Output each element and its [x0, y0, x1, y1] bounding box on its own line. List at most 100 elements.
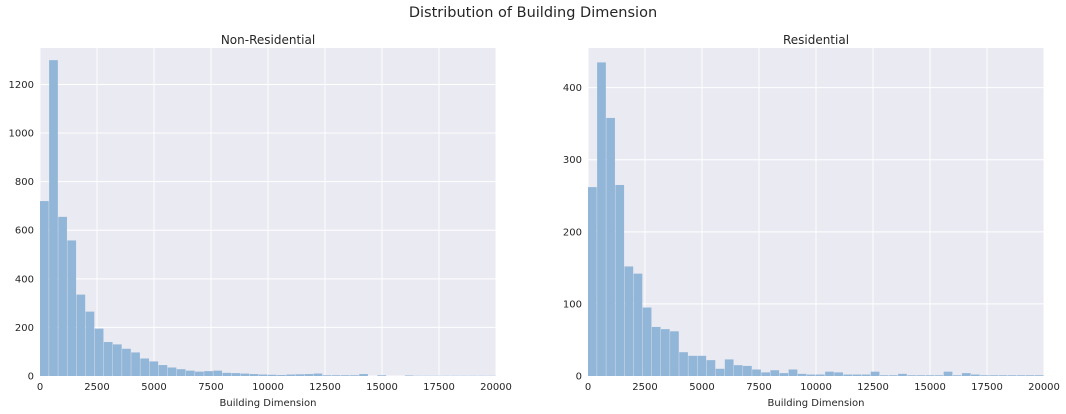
histogram-bar — [213, 370, 222, 376]
x-tick-label: 7500 — [746, 382, 771, 393]
histogram-bar — [961, 373, 971, 376]
histogram-bar — [158, 365, 168, 376]
chart-residential: 0 2500 5000 7500 10000 12500 15000 17500 20000 0… — [563, 33, 1060, 409]
y-tick-label: 100 — [563, 299, 582, 310]
y-tick-label: 200 — [563, 227, 582, 238]
histogram-bar — [816, 374, 825, 376]
histogram-bar — [258, 374, 268, 376]
histogram-bar — [1034, 375, 1044, 376]
histogram-bar — [112, 344, 122, 376]
histogram-bar — [943, 371, 953, 376]
x-tick-label: 5000 — [141, 382, 166, 393]
histogram-bar — [888, 375, 898, 376]
histogram-bar — [122, 348, 131, 376]
histogram-bar — [67, 240, 77, 376]
histogram-bar — [697, 355, 707, 376]
x-tick-label: 0 — [37, 382, 43, 393]
histogram-bar — [797, 373, 807, 376]
x-tick-label: 7500 — [198, 382, 223, 393]
x-axis-label: Building Dimension — [768, 398, 865, 409]
x-axis-label: Building Dimension — [220, 398, 317, 409]
histogram-bar — [752, 369, 761, 376]
histogram-bar — [633, 273, 643, 376]
histogram-bar — [743, 365, 752, 376]
histogram-bar — [149, 361, 159, 376]
histogram-bar — [340, 375, 350, 376]
histogram-bar — [898, 373, 907, 376]
histogram-bars — [40, 60, 496, 377]
histogram-bar — [286, 374, 295, 376]
x-tick-label: 2500 — [84, 382, 109, 393]
histogram-bar — [1025, 375, 1035, 376]
histogram-bar — [204, 371, 213, 376]
histogram-bar — [670, 331, 679, 376]
y-tick-label: 800 — [15, 177, 34, 188]
x-tick-label: 12500 — [309, 382, 341, 393]
histogram-bar — [240, 373, 250, 376]
histogram-bar — [167, 367, 177, 376]
x-tick-labels: 0 2500 5000 7500 10000 12500 15000 17500 20000 — [585, 382, 1060, 393]
histogram-bar — [131, 352, 140, 376]
chart-title: Residential — [783, 33, 849, 47]
y-tick-label: 0 — [28, 372, 34, 383]
histogram-bar — [313, 373, 323, 376]
histogram-bar — [934, 375, 944, 376]
histogram-bar — [185, 370, 195, 376]
x-tick-label: 17500 — [971, 382, 1003, 393]
histogram-bar — [679, 352, 688, 376]
histogram-bar — [40, 201, 49, 376]
x-tick-label: 10000 — [252, 382, 284, 393]
histogram-bar — [980, 375, 989, 376]
histogram-bar — [322, 375, 332, 376]
histogram-bar — [724, 359, 734, 376]
histogram-bar — [103, 341, 113, 376]
histogram-bar — [624, 266, 634, 376]
histogram-bar — [715, 368, 725, 376]
histogram-bar — [295, 374, 305, 376]
x-tick-label: 10000 — [800, 382, 832, 393]
histogram-bar — [49, 60, 58, 377]
histogram-bar — [268, 374, 277, 376]
histogram-bar — [331, 375, 341, 376]
histogram-bar — [971, 374, 980, 376]
histogram-bar — [952, 375, 962, 376]
histogram-bar — [907, 375, 916, 376]
histogram-bar — [998, 375, 1008, 376]
histogram-bar — [870, 371, 880, 376]
figure-title: Distribution of Building Dimension — [408, 5, 658, 21]
histogram-bar — [989, 375, 998, 376]
histogram-bar — [761, 372, 770, 376]
histogram-bar — [733, 365, 743, 376]
histogram-bar — [834, 372, 843, 376]
histogram-bar — [231, 373, 241, 376]
y-tick-label: 300 — [563, 155, 582, 166]
histogram-bar — [843, 374, 853, 376]
histogram-bar — [58, 216, 67, 376]
histogram-bar — [916, 375, 926, 376]
histogram-bar — [806, 374, 816, 376]
histogram-bar — [222, 372, 232, 376]
histogram-bar — [350, 375, 359, 376]
histogram-bar — [706, 360, 716, 376]
histogram-bar — [879, 375, 889, 376]
x-tick-label: 0 — [585, 382, 591, 393]
x-tick-label: 20000 — [480, 382, 512, 393]
histogram-bar — [249, 374, 259, 376]
histogram-bar — [85, 311, 95, 376]
x-tick-label: 20000 — [1028, 382, 1060, 393]
histogram-bar — [779, 373, 789, 376]
histogram-bar — [377, 375, 387, 376]
histogram-bar — [94, 328, 104, 376]
histogram-bar — [76, 294, 86, 376]
x-tick-label: 2500 — [632, 382, 657, 393]
histogram-bar — [660, 329, 670, 376]
x-tick-labels: 0 2500 5000 7500 10000 12500 15000 17500 20000 — [37, 382, 512, 393]
histogram-bar — [359, 374, 368, 376]
y-tick-labels: 0 100 200 300 400 — [563, 83, 582, 382]
histogram-bar — [688, 355, 698, 376]
histogram-bar — [615, 184, 625, 376]
histogram-bar — [588, 187, 597, 376]
y-tick-label: 1000 — [9, 129, 34, 140]
x-tick-label: 12500 — [857, 382, 889, 393]
